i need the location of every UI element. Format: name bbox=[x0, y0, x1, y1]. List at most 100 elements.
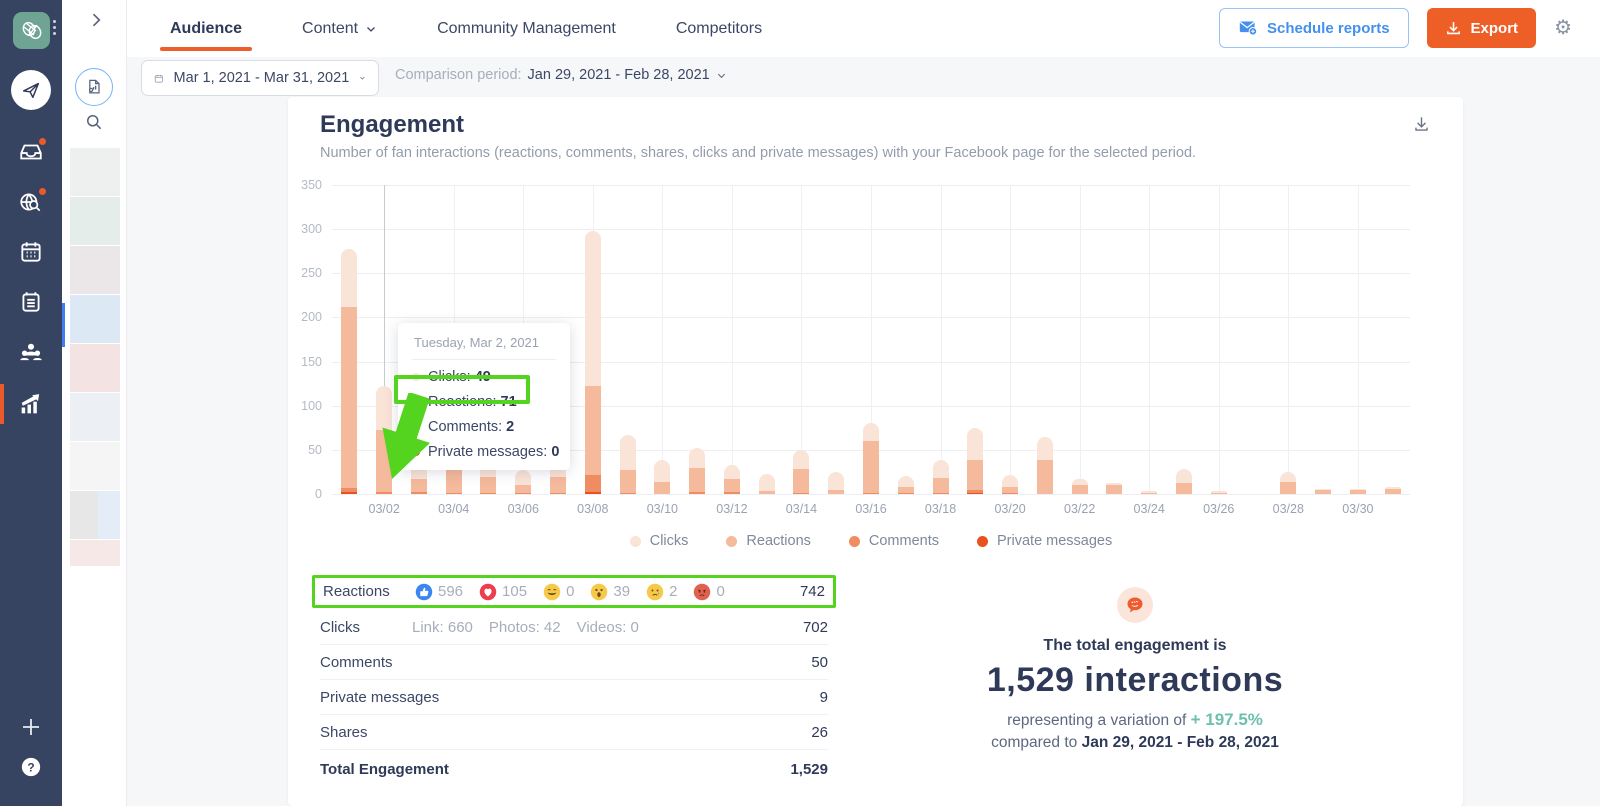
bar-segment[interactable] bbox=[1106, 482, 1123, 486]
bar-segment[interactable] bbox=[897, 486, 914, 494]
bar-segment[interactable] bbox=[793, 449, 810, 470]
bar-segment[interactable] bbox=[1175, 482, 1192, 494]
export-button[interactable]: Export bbox=[1426, 8, 1537, 48]
sidebar-item-reports[interactable] bbox=[0, 382, 62, 426]
bar-segment[interactable] bbox=[445, 492, 462, 494]
expand-panel-icon[interactable] bbox=[86, 10, 106, 30]
bar-segment[interactable] bbox=[341, 492, 358, 494]
bar-segment[interactable] bbox=[550, 492, 567, 494]
app-logo[interactable] bbox=[13, 12, 50, 49]
bar-segment[interactable] bbox=[1036, 436, 1053, 461]
bar-segment[interactable] bbox=[619, 434, 636, 471]
bar-segment[interactable] bbox=[828, 489, 845, 494]
minimap-block[interactable] bbox=[70, 344, 120, 392]
bar-segment[interactable] bbox=[723, 492, 740, 494]
minimap-block[interactable] bbox=[70, 295, 120, 343]
settings-gear-icon[interactable]: ⚙ bbox=[1554, 17, 1572, 39]
tab-community-management[interactable]: Community Management bbox=[433, 2, 620, 56]
bar-segment[interactable] bbox=[584, 492, 601, 494]
bar-segment[interactable] bbox=[1175, 469, 1192, 483]
chart-download-icon[interactable] bbox=[1412, 115, 1431, 134]
bar-segment[interactable] bbox=[376, 429, 393, 493]
table-row-private-messages[interactable]: Private messages 9 bbox=[320, 680, 828, 715]
bar-segment[interactable] bbox=[550, 477, 567, 494]
bar-segment[interactable] bbox=[1071, 485, 1088, 494]
sidebar-item-publishing[interactable] bbox=[0, 68, 62, 112]
bar-segment[interactable] bbox=[1280, 471, 1297, 482]
bar-segment[interactable] bbox=[1141, 492, 1158, 494]
minimap-block[interactable] bbox=[70, 148, 120, 196]
bar-segment[interactable] bbox=[932, 478, 949, 494]
legend-item-reactions[interactable]: Reactions bbox=[726, 533, 811, 549]
legend-item-comments[interactable]: Comments bbox=[848, 533, 939, 549]
bar-segment[interactable] bbox=[515, 492, 532, 494]
date-range-picker[interactable]: Mar 1, 2021 - Mar 31, 2021 bbox=[141, 60, 379, 96]
bar-segment[interactable] bbox=[689, 448, 706, 468]
bar-segment[interactable] bbox=[1349, 490, 1366, 494]
bar-segment[interactable] bbox=[758, 473, 775, 492]
tab-content[interactable]: Content bbox=[298, 2, 381, 56]
minimap-block[interactable] bbox=[70, 442, 120, 490]
bar-segment[interactable] bbox=[932, 460, 949, 479]
table-row-clicks[interactable]: Clicks Link: 660 Photos: 42 Videos: 0 70… bbox=[320, 610, 828, 645]
bar-segment[interactable] bbox=[689, 492, 706, 494]
bar-segment[interactable] bbox=[584, 386, 601, 475]
search-icon[interactable] bbox=[84, 112, 104, 132]
bar-segment[interactable] bbox=[480, 477, 497, 494]
sidebar-add-button[interactable] bbox=[0, 705, 62, 749]
bar-segment[interactable] bbox=[967, 492, 984, 494]
bar-segment[interactable] bbox=[967, 427, 984, 461]
minimap-block[interactable] bbox=[70, 393, 120, 441]
bar-segment[interactable] bbox=[863, 441, 879, 494]
bar-segment[interactable] bbox=[897, 492, 914, 494]
bar-segment[interactable] bbox=[1002, 474, 1019, 487]
bar-segment[interactable] bbox=[863, 492, 879, 494]
bar-segment[interactable] bbox=[654, 481, 671, 494]
new-report-button[interactable] bbox=[75, 68, 113, 106]
bar-segment[interactable] bbox=[1002, 492, 1019, 494]
tab-competitors[interactable]: Competitors bbox=[672, 2, 766, 56]
schedule-reports-button[interactable]: Schedule reports bbox=[1219, 8, 1409, 48]
bar-segment[interactable] bbox=[376, 492, 393, 494]
comparison-period-picker[interactable]: Comparison period: Jan 29, 2021 - Feb 28… bbox=[395, 67, 727, 83]
bar-segment[interactable] bbox=[1210, 491, 1227, 494]
bar-segment[interactable] bbox=[1384, 488, 1401, 494]
bar-segment[interactable] bbox=[897, 476, 914, 487]
bar-segment[interactable] bbox=[445, 469, 462, 494]
sidebar-help-button[interactable]: ? bbox=[0, 745, 62, 789]
bar-segment[interactable] bbox=[410, 479, 427, 493]
bar-segment[interactable] bbox=[723, 479, 740, 493]
bar-segment[interactable] bbox=[932, 492, 949, 494]
bar-segment[interactable] bbox=[515, 485, 532, 494]
table-row-comments[interactable]: Comments 50 bbox=[320, 645, 828, 680]
sidebar-item-content[interactable] bbox=[0, 280, 62, 324]
minimap-block[interactable] bbox=[70, 197, 120, 245]
bar-segment[interactable] bbox=[723, 464, 740, 479]
bar-segment[interactable] bbox=[1280, 481, 1297, 494]
minimap-block[interactable] bbox=[70, 246, 120, 294]
bar-segment[interactable] bbox=[341, 249, 358, 307]
bar-segment[interactable] bbox=[967, 490, 984, 494]
sidebar-menu-icon[interactable] bbox=[53, 20, 56, 35]
legend-item-private-messages[interactable]: Private messages bbox=[977, 533, 1112, 549]
bar-segment[interactable] bbox=[584, 230, 601, 387]
sidebar-item-inbox[interactable] bbox=[0, 130, 62, 174]
bar-segment[interactable] bbox=[619, 492, 636, 494]
table-row-reactions[interactable]: Reactions 596 105 0 39 2 0 742 bbox=[312, 575, 836, 608]
bar-segment[interactable] bbox=[967, 460, 984, 491]
bar-segment[interactable] bbox=[341, 487, 358, 493]
bar-segment[interactable] bbox=[410, 492, 427, 494]
bar-segment[interactable] bbox=[515, 470, 532, 486]
bar-segment[interactable] bbox=[793, 469, 810, 494]
bar-segment[interactable] bbox=[480, 492, 497, 494]
bar-segment[interactable] bbox=[793, 492, 810, 494]
bar-segment[interactable] bbox=[376, 386, 393, 430]
bar-segment[interactable] bbox=[1349, 488, 1366, 491]
minimap-block[interactable] bbox=[70, 491, 120, 539]
table-row-shares[interactable]: Shares 26 bbox=[320, 715, 828, 750]
bar-segment[interactable] bbox=[341, 306, 358, 488]
bar-segment[interactable] bbox=[1071, 479, 1088, 486]
bar-segment[interactable] bbox=[1141, 491, 1158, 494]
bar-segment[interactable] bbox=[584, 474, 601, 493]
bar-segment[interactable] bbox=[828, 471, 845, 490]
